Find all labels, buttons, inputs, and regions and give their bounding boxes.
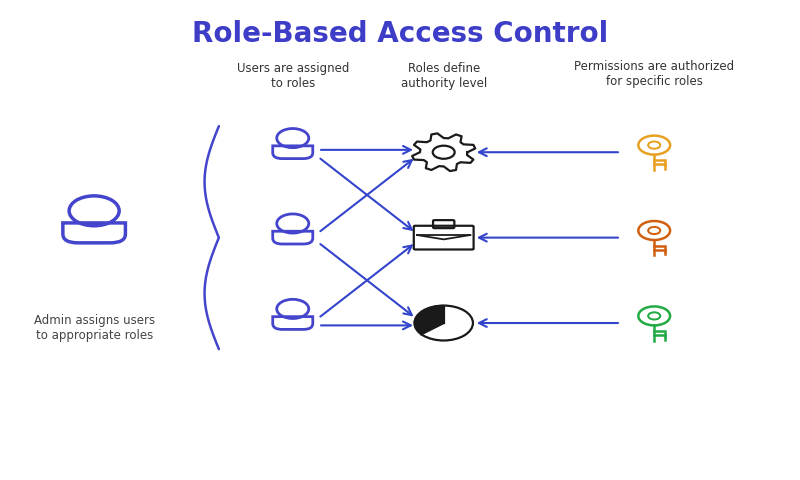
Text: Role-Based Access Control: Role-Based Access Control (192, 20, 608, 48)
Text: Admin assigns users
to appropriate roles: Admin assigns users to appropriate roles (34, 313, 154, 342)
Text: Roles define
authority level: Roles define authority level (401, 62, 487, 90)
Polygon shape (414, 306, 444, 334)
Text: Users are assigned
to roles: Users are assigned to roles (237, 62, 349, 90)
Text: Permissions are authorized
for specific roles: Permissions are authorized for specific … (574, 60, 734, 88)
